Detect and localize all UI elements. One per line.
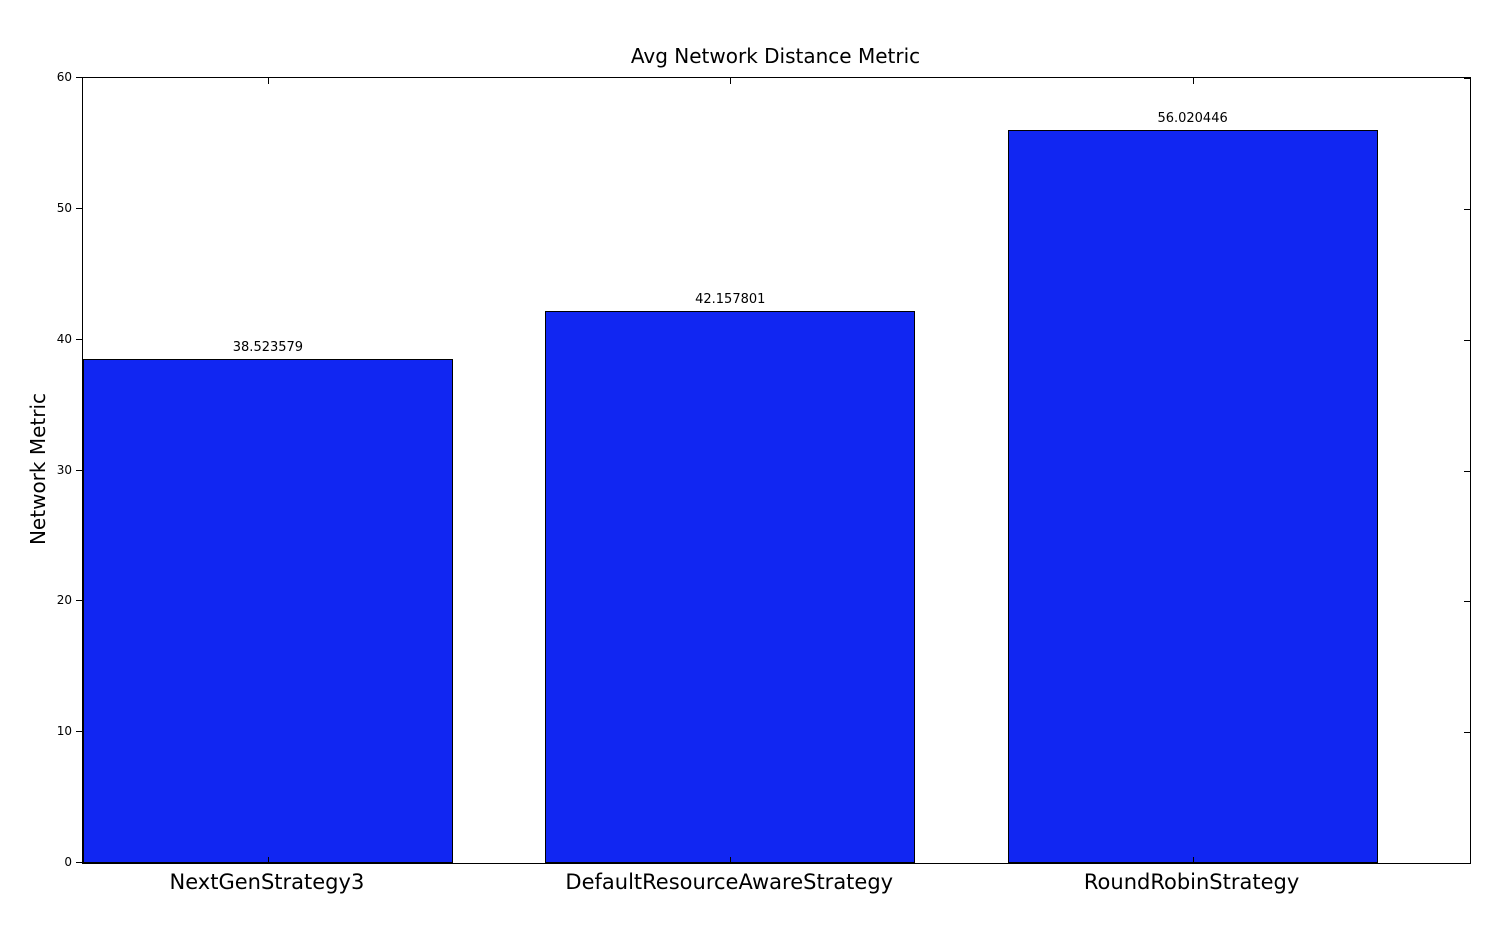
x-tick-label: RoundRobinStrategy: [1083, 870, 1300, 894]
y-tick-label: 30: [56, 462, 72, 477]
bar-value-label: 42.157801: [695, 292, 766, 308]
y-tick-right: [1464, 732, 1470, 734]
y-tick-right: [1464, 339, 1470, 341]
y-tick-right: [1464, 863, 1470, 864]
plot-area: 38.523579 42.157801 56.020446: [82, 77, 1471, 864]
y-tick-left: [76, 862, 82, 863]
chart-title: Avg Network Distance Metric: [630, 44, 921, 68]
bar: [545, 311, 916, 863]
x-tick-top: [1192, 78, 1194, 84]
x-tick-bottom: [730, 857, 732, 863]
y-tick-label: 40: [56, 331, 72, 346]
y-tick-left: [76, 77, 82, 78]
y-tick-left: [76, 600, 82, 602]
x-tick-top: [730, 78, 732, 84]
y-tick-label: 20: [56, 593, 72, 608]
y-tick-left: [76, 469, 82, 471]
y-tick-right: [1464, 470, 1470, 472]
y-tick-right: [1464, 78, 1470, 79]
bar-value-label: 38.523579: [232, 339, 304, 355]
bar: [83, 358, 453, 863]
y-tick-right: [1464, 601, 1470, 603]
y-tick-label: 0: [64, 855, 72, 869]
y-tick-left: [76, 338, 82, 340]
x-tick-bottom: [267, 857, 269, 863]
x-tick-label: NextGenStrategy3: [169, 870, 365, 894]
y-tick-label: 50: [56, 200, 72, 215]
y-tick-right: [1464, 208, 1470, 210]
x-tick-label: DefaultResourceAwareStrategy: [565, 870, 894, 894]
x-tick-top: [267, 78, 269, 84]
y-tick-left: [76, 207, 82, 209]
y-tick-label: 60: [56, 70, 72, 84]
x-tick-bottom: [1192, 857, 1194, 863]
bar-value-label: 56.020446: [1157, 111, 1228, 127]
y-tick-left: [76, 731, 82, 733]
y-tick-label: 10: [56, 724, 72, 739]
bar: [1007, 130, 1378, 863]
